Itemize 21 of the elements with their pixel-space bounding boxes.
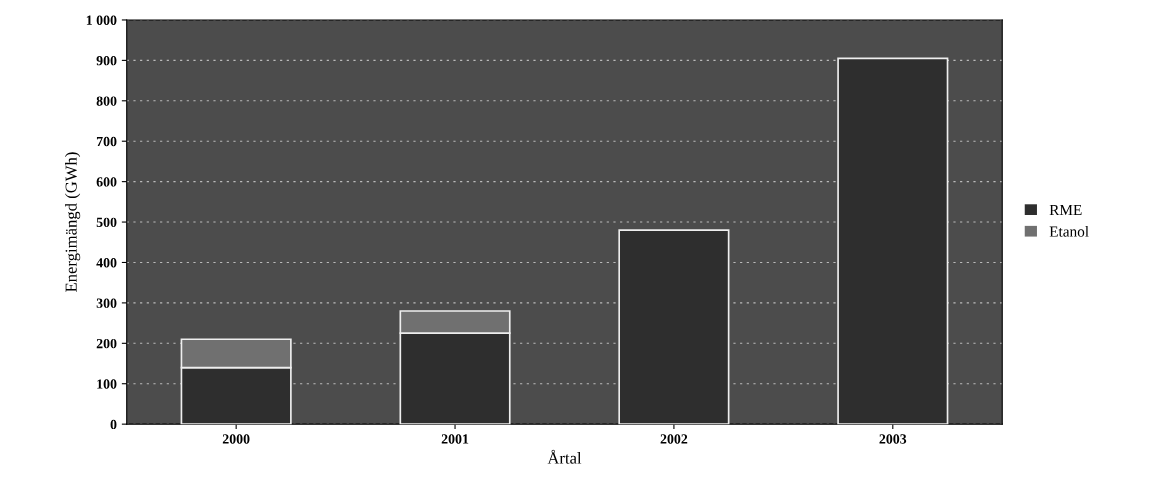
y-tick-label: 100 — [97, 379, 117, 389]
y-tick-label: 200 — [96, 338, 117, 349]
bar — [618, 229, 730, 425]
legend-label: RME — [1049, 204, 1082, 215]
y-tick-label: 700 — [96, 136, 117, 147]
y-tick-label: 600 — [96, 177, 117, 187]
y-tick-label: 1 000 — [86, 15, 117, 25]
x-tick-label: 2000 — [222, 434, 250, 444]
bar — [837, 57, 949, 425]
x-tick-label: 2003 — [879, 434, 907, 444]
y-tick-label: 800 — [96, 96, 117, 106]
legend-label: Etanol — [1049, 225, 1089, 237]
y-tick-label: 400 — [96, 258, 117, 268]
y-tick-label: 900 — [96, 55, 117, 66]
x-tick-label: 2002 — [660, 434, 688, 444]
y-tick-label: 500 — [96, 217, 117, 228]
x-tick-label: 2001 — [441, 434, 469, 444]
y-axis-title: Energimängd (GWh) — [65, 152, 81, 293]
y-tick-label: 0 — [110, 419, 117, 430]
y-tick-label: 300 — [96, 298, 117, 308]
x-axis-title: Årtal — [547, 449, 582, 464]
